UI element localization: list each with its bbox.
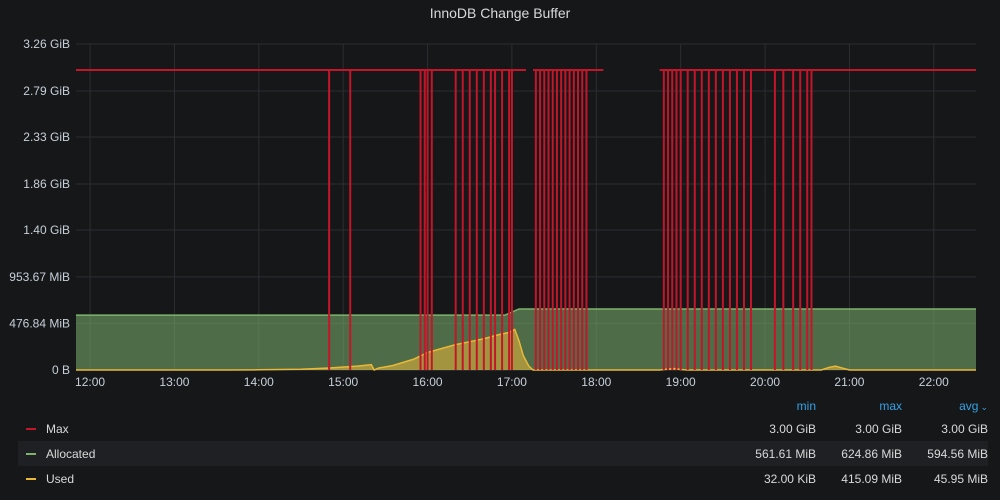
x-tick-label: 21:00 xyxy=(834,375,864,389)
y-tick-label: 2.33 GiB xyxy=(23,130,70,144)
x-tick-label: 16:00 xyxy=(413,375,443,389)
y-tick-label: 3.26 GiB xyxy=(23,37,70,51)
y-tick-label: 476.84 MiB xyxy=(9,316,70,330)
legend-max-value: 624.86 MiB xyxy=(841,446,902,461)
x-tick-label: 19:00 xyxy=(666,375,696,389)
legend-row-used[interactable]: Used 32.00 KiB 415.09 MiB 45.95 MiB xyxy=(18,466,988,491)
legend-avg-value: 45.95 MiB xyxy=(933,471,988,486)
x-tick-label: 17:00 xyxy=(497,375,527,389)
legend-min-value: 3.00 GiB xyxy=(769,421,816,436)
legend-row-max[interactable]: Max 3.00 GiB 3.00 GiB 3.00 GiB xyxy=(18,416,988,441)
series-color-swatch[interactable] xyxy=(26,477,36,480)
y-axis: 0 B 476.84 MiB 953.67 MiB 1.40 GiB 1.86 GiB 2… xyxy=(9,37,70,377)
y-tick-label: 0 B xyxy=(52,363,70,377)
legend-series-name[interactable]: Used xyxy=(46,471,75,486)
chevron-down-icon: ⌄ xyxy=(980,402,988,412)
panel-title[interactable]: InnoDB Change Buffer xyxy=(429,5,571,21)
x-tick-label: 12:00 xyxy=(75,375,105,389)
x-tick-label: 13:00 xyxy=(159,375,189,389)
y-tick-label: 953.67 MiB xyxy=(9,270,70,284)
y-tick-label: 1.86 GiB xyxy=(23,177,70,191)
x-tick-label: 14:00 xyxy=(244,375,274,389)
legend-min-value: 561.61 MiB xyxy=(755,446,816,461)
series-color-swatch[interactable] xyxy=(26,427,36,430)
series-color-swatch[interactable] xyxy=(26,452,36,455)
legend-avg-value: 594.56 MiB xyxy=(927,446,988,461)
legend-avg-value: 3.00 GiB xyxy=(941,421,988,436)
legend-max-value: 415.09 MiB xyxy=(841,471,902,486)
x-tick-label: 22:00 xyxy=(919,375,949,389)
legend-series-name[interactable]: Max xyxy=(46,421,69,436)
legend-min-value: 32.00 KiB xyxy=(763,471,816,486)
legend-col-avg[interactable]: avg ⌄ xyxy=(959,399,988,413)
legend-row-allocated[interactable]: Allocated 561.61 MiB 624.86 MiB 594.56 M… xyxy=(18,441,988,466)
legend-table: min max avg ⌄ Max 3.00 GiB 3.00 GiB 3.00 … xyxy=(18,396,988,491)
series-used-line xyxy=(76,328,976,371)
legend-col-min[interactable]: min xyxy=(796,399,816,413)
x-axis: 12:00 13:00 14:00 15:00 16:00 17:00 18:00 19:00… xyxy=(75,375,949,389)
legend-series-name[interactable]: Allocated xyxy=(46,446,96,461)
series-layer xyxy=(76,69,976,371)
y-tick-label: 2.79 GiB xyxy=(23,84,70,98)
x-tick-label: 15:00 xyxy=(328,375,358,389)
chart-area[interactable]: 0 B 476.84 MiB 953.67 MiB 1.40 GiB 1.86 GiB 2… xyxy=(0,0,1000,395)
x-tick-label: 18:00 xyxy=(581,375,611,389)
x-tick-label: 20:00 xyxy=(750,375,780,389)
legend-header: min max avg ⌄ xyxy=(18,396,988,416)
y-tick-label: 1.40 GiB xyxy=(23,223,70,237)
legend-max-value: 3.00 GiB xyxy=(855,421,902,436)
legend-col-max[interactable]: max xyxy=(879,399,902,413)
